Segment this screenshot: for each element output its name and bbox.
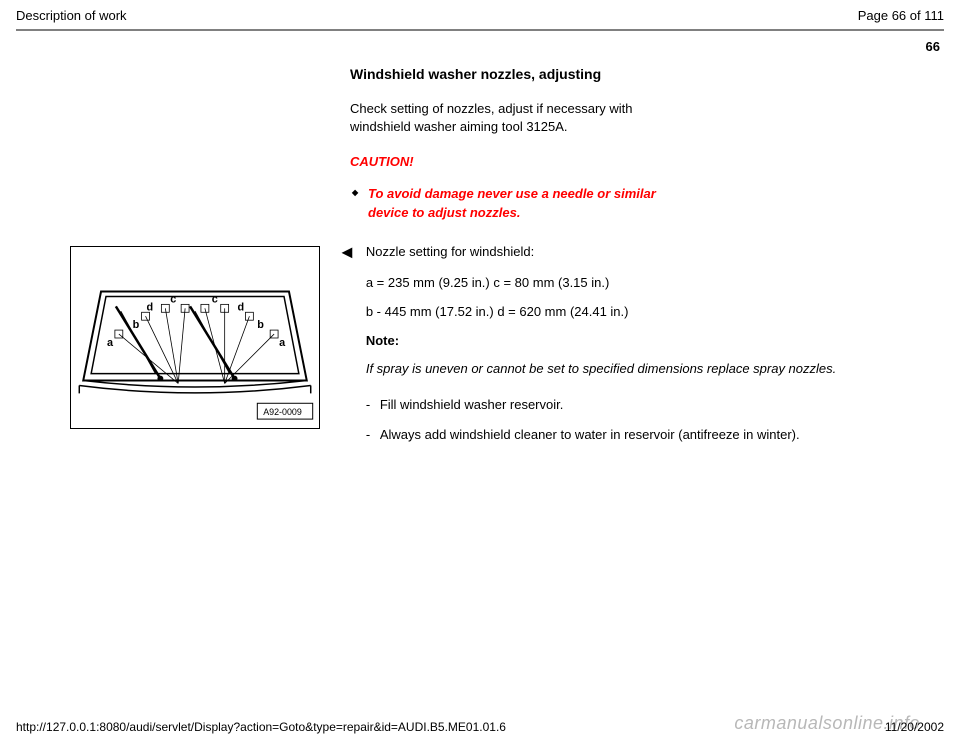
header-page-info: Page 66 of 111 bbox=[858, 8, 944, 23]
svg-text:A92-0009: A92-0009 bbox=[263, 407, 302, 417]
svg-text:a: a bbox=[279, 337, 286, 349]
svg-text:d: d bbox=[238, 301, 245, 313]
page-number: 66 bbox=[0, 31, 960, 54]
bullet-fill-reservoir: Fill windshield washer reservoir. bbox=[366, 396, 930, 414]
svg-text:a: a bbox=[107, 337, 114, 349]
intro-text: Check setting of nozzles, adjust if nece… bbox=[350, 100, 680, 136]
note-label: Note: bbox=[366, 333, 930, 348]
measurement-b: b - 445 mm (17.52 in.) d = 620 mm (24.41… bbox=[366, 304, 930, 319]
diagram-svg: a b c d c d b a A92-0009 bbox=[71, 247, 319, 428]
caution-label: CAUTION! bbox=[350, 154, 940, 169]
svg-text:d: d bbox=[147, 301, 154, 313]
header-title: Description of work bbox=[16, 8, 127, 23]
svg-text:c: c bbox=[212, 293, 218, 305]
bullet-add-cleaner: Always add windshield cleaner to water i… bbox=[366, 426, 930, 444]
arrow-marker-icon: ◄ bbox=[338, 242, 356, 263]
measurement-a: a = 235 mm (9.25 in.) c = 80 mm (3.15 in… bbox=[366, 275, 930, 290]
svg-text:c: c bbox=[170, 293, 176, 305]
footer-url: http://127.0.0.1:8080/audi/servlet/Displ… bbox=[16, 720, 506, 734]
section-title: Windshield washer nozzles, adjusting bbox=[350, 66, 940, 82]
windshield-diagram: a b c d c d b a A92-0009 bbox=[70, 246, 320, 429]
nozzle-heading: Nozzle setting for windshield: bbox=[366, 242, 930, 259]
note-text: If spray is uneven or cannot be set to s… bbox=[366, 360, 930, 378]
caution-item: To avoid damage never use a needle or si… bbox=[368, 185, 678, 221]
footer-date: 11/20/2002 bbox=[885, 720, 944, 734]
svg-text:b: b bbox=[257, 319, 264, 331]
svg-text:b: b bbox=[133, 319, 140, 331]
